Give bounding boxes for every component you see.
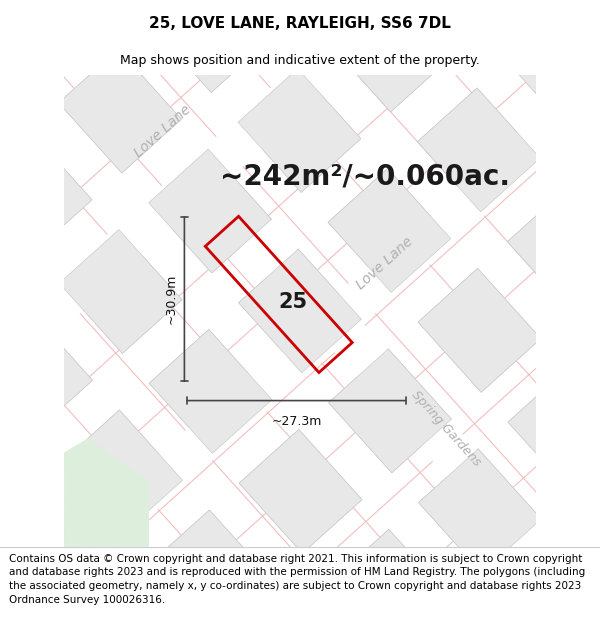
Polygon shape — [418, 269, 541, 392]
Polygon shape — [507, 8, 600, 131]
Polygon shape — [239, 429, 362, 553]
Polygon shape — [61, 591, 183, 625]
Text: Contains OS data © Crown copyright and database right 2021. This information is : Contains OS data © Crown copyright and d… — [9, 554, 585, 604]
Polygon shape — [598, 468, 600, 592]
Polygon shape — [596, 0, 600, 51]
Polygon shape — [240, 610, 362, 625]
Polygon shape — [508, 188, 600, 312]
Polygon shape — [238, 69, 361, 192]
Polygon shape — [151, 121, 600, 625]
Polygon shape — [328, 169, 451, 292]
Polygon shape — [329, 349, 451, 472]
Polygon shape — [0, 391, 3, 514]
Text: Spring Gardens: Spring Gardens — [409, 389, 484, 469]
Text: 25, LOVE LANE, RAYLEIGH, SS6 7DL: 25, LOVE LANE, RAYLEIGH, SS6 7DL — [149, 16, 451, 31]
Polygon shape — [238, 69, 361, 192]
Polygon shape — [240, 610, 362, 625]
Polygon shape — [59, 229, 182, 353]
Polygon shape — [328, 0, 450, 112]
Polygon shape — [507, 8, 600, 131]
Polygon shape — [61, 591, 183, 625]
Polygon shape — [0, 129, 92, 254]
Polygon shape — [60, 410, 182, 534]
Polygon shape — [508, 368, 600, 493]
Polygon shape — [91, 11, 600, 546]
Polygon shape — [0, 129, 92, 254]
Polygon shape — [64, 438, 149, 547]
Polygon shape — [509, 549, 600, 625]
Polygon shape — [0, 30, 2, 154]
Text: 25: 25 — [278, 291, 307, 311]
Polygon shape — [0, 30, 2, 154]
Polygon shape — [418, 88, 540, 212]
Text: Love Lane: Love Lane — [354, 235, 416, 292]
Polygon shape — [148, 0, 271, 92]
Polygon shape — [329, 349, 451, 472]
Polygon shape — [329, 529, 452, 625]
Polygon shape — [149, 149, 271, 273]
Polygon shape — [149, 329, 272, 453]
Polygon shape — [419, 449, 541, 572]
Polygon shape — [598, 468, 600, 592]
Polygon shape — [597, 107, 600, 231]
Polygon shape — [329, 529, 452, 625]
Polygon shape — [418, 269, 541, 392]
Polygon shape — [239, 429, 362, 553]
Polygon shape — [596, 0, 600, 51]
Polygon shape — [150, 510, 272, 625]
Polygon shape — [508, 188, 600, 312]
Polygon shape — [598, 288, 600, 412]
Polygon shape — [239, 249, 361, 373]
Polygon shape — [417, 0, 539, 31]
Text: ~30.9m: ~30.9m — [164, 274, 178, 324]
Polygon shape — [417, 0, 539, 31]
Text: ~27.3m: ~27.3m — [271, 415, 322, 428]
Polygon shape — [149, 149, 271, 273]
Polygon shape — [0, 391, 3, 514]
Polygon shape — [239, 249, 361, 373]
Polygon shape — [59, 49, 181, 173]
Polygon shape — [328, 169, 451, 292]
Polygon shape — [148, 0, 271, 92]
Polygon shape — [0, 310, 92, 434]
Polygon shape — [0, 210, 2, 334]
Polygon shape — [0, 210, 2, 334]
Polygon shape — [0, 0, 509, 432]
Polygon shape — [598, 288, 600, 412]
Text: Map shows position and indicative extent of the property.: Map shows position and indicative extent… — [120, 54, 480, 68]
Polygon shape — [508, 368, 600, 493]
Polygon shape — [418, 88, 540, 212]
Polygon shape — [0, 491, 93, 614]
Polygon shape — [150, 510, 272, 625]
Polygon shape — [0, 0, 91, 73]
Polygon shape — [0, 491, 93, 614]
Polygon shape — [0, 310, 92, 434]
Polygon shape — [149, 329, 272, 453]
Polygon shape — [0, 0, 91, 73]
Polygon shape — [509, 549, 600, 625]
Polygon shape — [59, 229, 182, 353]
Polygon shape — [60, 410, 182, 534]
Text: Love Lane: Love Lane — [132, 102, 194, 161]
Polygon shape — [419, 449, 541, 572]
Polygon shape — [238, 0, 360, 12]
Text: ~242m²/~0.060ac.: ~242m²/~0.060ac. — [220, 162, 510, 191]
Polygon shape — [597, 107, 600, 231]
Polygon shape — [328, 0, 450, 112]
Polygon shape — [238, 0, 360, 12]
Polygon shape — [59, 49, 181, 173]
